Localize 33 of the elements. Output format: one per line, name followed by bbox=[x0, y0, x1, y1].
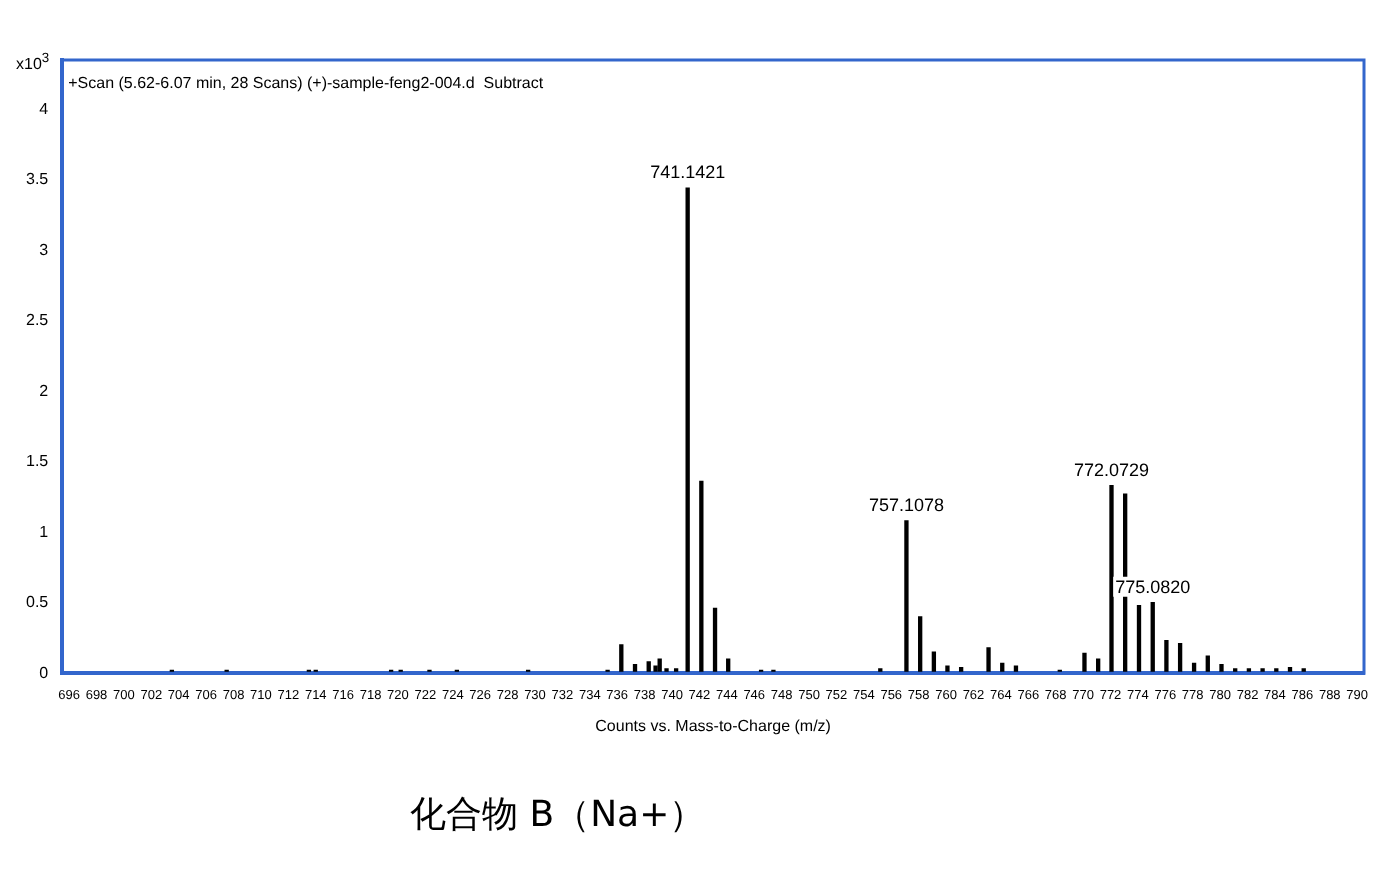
bar bbox=[699, 480, 704, 674]
bar bbox=[619, 644, 624, 674]
bar bbox=[653, 665, 658, 674]
y-axis-title: x10$^{3}$ bbox=[16, 52, 50, 74]
annotation: 775.0820 bbox=[1115, 576, 1191, 597]
y-tick-label: 2.5 bbox=[25, 311, 50, 330]
bar bbox=[1260, 668, 1265, 674]
y-tick-label: 1 bbox=[39, 522, 50, 541]
bar bbox=[1109, 485, 1114, 674]
bar bbox=[712, 607, 718, 674]
y-tick-label: 3.5 bbox=[25, 170, 50, 189]
y-tick-label: 4 bbox=[39, 99, 50, 118]
bar bbox=[1219, 664, 1224, 674]
bar bbox=[1164, 640, 1169, 674]
annotation: 741.1421 bbox=[650, 162, 726, 183]
y-tick-label: 0.5 bbox=[25, 593, 50, 612]
bar bbox=[685, 187, 690, 674]
bar bbox=[1082, 652, 1087, 674]
y-tick-label: 3 bbox=[39, 240, 50, 259]
bar bbox=[904, 520, 909, 674]
bar bbox=[1150, 602, 1155, 674]
bar bbox=[945, 665, 950, 674]
bar bbox=[918, 616, 923, 674]
bar bbox=[986, 647, 991, 674]
annotation: 772.0729 bbox=[1073, 459, 1150, 480]
y-tick-label: 1.5 bbox=[25, 452, 50, 471]
y-tick-label: 0 bbox=[39, 663, 50, 682]
x-axis-title: Counts vs. Mass-to-Charge (m/z) bbox=[595, 716, 832, 735]
annotation: 757.1078 bbox=[868, 494, 944, 515]
text: 化合物 B（Na+） bbox=[410, 792, 706, 838]
y-tick-label: 2 bbox=[39, 381, 50, 400]
text: +Scan (5.62-6.07 min, 28 Scans) (+)-sample-feng2-004.d Subtract bbox=[68, 74, 545, 93]
bar bbox=[1136, 604, 1142, 674]
